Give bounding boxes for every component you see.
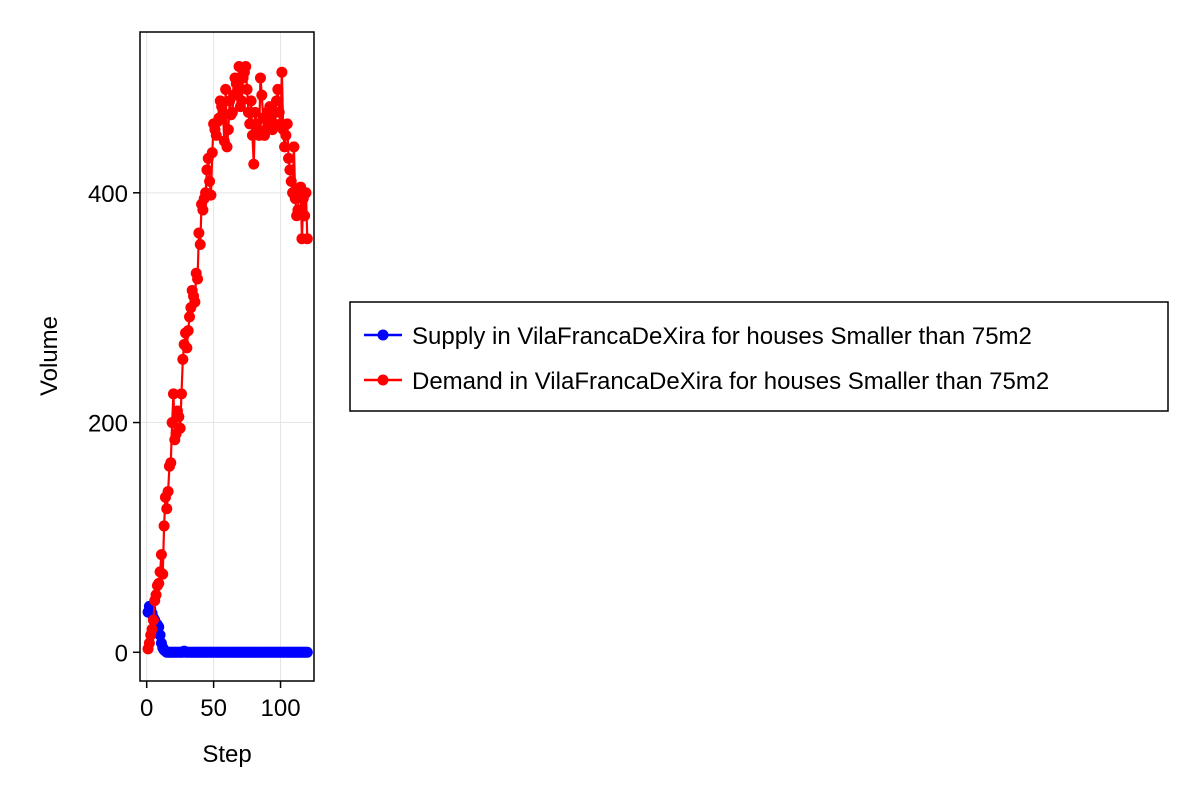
data-point [189, 296, 201, 308]
series-line [146, 605, 308, 654]
legend-label-demand: Demand in VilaFrancaDeXira for houses Sm… [412, 368, 1049, 395]
data-point [220, 83, 232, 95]
data-point [226, 106, 238, 118]
legend-label-supply: Supply in VilaFrancaDeXira for houses Sm… [412, 323, 1032, 350]
data-point [301, 646, 313, 658]
data-point [194, 239, 206, 250]
data-point [155, 549, 167, 561]
data-point [210, 129, 222, 141]
data-point [222, 124, 234, 136]
data-point [256, 89, 268, 101]
data-point [147, 614, 159, 626]
data-point [167, 388, 179, 400]
y-tick-label: 200 [88, 411, 128, 438]
data-point [173, 411, 185, 423]
data-point [204, 175, 216, 187]
data-point [175, 388, 187, 400]
data-point [240, 60, 252, 72]
series-layer [142, 60, 313, 658]
data-point [177, 353, 189, 365]
data-point [184, 311, 196, 323]
data-point [161, 503, 173, 515]
legend-marker-supply [377, 329, 389, 341]
data-point [273, 106, 285, 118]
data-point [162, 485, 174, 497]
data-point [284, 164, 296, 176]
data-point [241, 83, 253, 95]
x-tick-label: 50 [200, 695, 227, 722]
series-line [146, 65, 309, 650]
data-point [181, 342, 193, 354]
data-point [272, 83, 284, 95]
data-point [146, 623, 158, 635]
legend-box [349, 301, 1169, 412]
data-point [182, 325, 194, 337]
legend-marker-demand [377, 374, 389, 386]
plot-frame [139, 31, 315, 682]
x-tick-label: 100 [261, 695, 301, 722]
data-point [301, 233, 313, 245]
data-point [271, 95, 283, 107]
legend-item-demand: Demand in VilaFrancaDeXira for houses Sm… [364, 368, 1049, 395]
data-point [206, 147, 218, 159]
series-0 [142, 600, 313, 658]
data-point [221, 141, 233, 153]
data-point [254, 72, 266, 84]
data-point [281, 118, 293, 130]
legend: Supply in VilaFrancaDeXira for houses Sm… [349, 301, 1169, 412]
data-point [300, 187, 312, 199]
y-axis-label: Volume [36, 316, 63, 396]
data-point [249, 106, 261, 118]
data-point [232, 83, 244, 95]
data-point [245, 95, 257, 107]
data-point [192, 273, 204, 285]
data-point [201, 164, 213, 176]
series-1 [142, 60, 313, 655]
data-point [197, 204, 209, 216]
data-point [283, 152, 295, 164]
data-point [288, 141, 300, 153]
data-point [193, 227, 205, 239]
data-point [165, 457, 177, 469]
y-tick-label: 0 [115, 640, 128, 667]
data-point [299, 210, 311, 222]
y-tick-label: 400 [88, 181, 128, 208]
data-point [285, 175, 297, 187]
legend-item-supply: Supply in VilaFrancaDeXira for houses Sm… [364, 323, 1032, 350]
data-point [236, 95, 248, 107]
data-point [276, 66, 288, 78]
data-point [248, 158, 260, 170]
data-point [174, 422, 186, 434]
data-point [150, 589, 162, 601]
data-point [205, 189, 217, 201]
axis-ticks: 0 50 100 0 200 400 [88, 181, 301, 722]
data-point [158, 520, 170, 532]
data-point [157, 568, 169, 580]
x-tick-label: 0 [140, 695, 153, 722]
data-point [279, 141, 291, 153]
x-axis-label: Step [202, 741, 251, 768]
data-point [280, 129, 292, 141]
data-point [153, 577, 165, 589]
